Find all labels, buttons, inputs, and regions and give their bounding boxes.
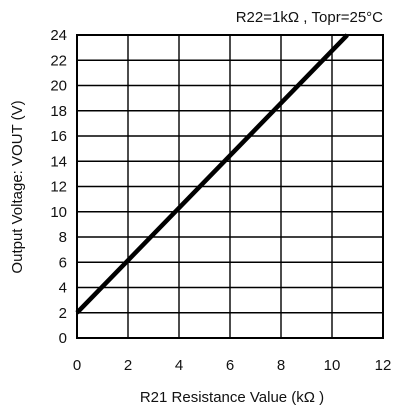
x-tick-label: 0 xyxy=(73,357,81,374)
plot-frame xyxy=(76,34,384,339)
series-layer xyxy=(75,33,349,315)
y-tick-label: 0 xyxy=(59,330,67,347)
y-tick-label: 6 xyxy=(59,254,67,271)
x-tick-label: 10 xyxy=(324,357,341,374)
x-tick-label: 2 xyxy=(124,357,132,374)
y-tick-label: 16 xyxy=(50,128,67,145)
y-tick-label: 20 xyxy=(50,78,67,95)
series-line xyxy=(75,33,349,315)
y-tick-label: 8 xyxy=(59,229,67,246)
x-tick-label: 4 xyxy=(175,357,183,374)
grid xyxy=(76,34,384,339)
y-axis-label: Output Voltage: VOUT (V) xyxy=(9,100,26,273)
y-tick-label: 4 xyxy=(59,280,67,297)
x-tick-label: 6 xyxy=(226,357,234,374)
x-axis-label: R21 Resistance Value (kΩ ) xyxy=(140,389,324,406)
y-tick-label: 14 xyxy=(50,153,67,170)
x-tick-labels: 0 2 4 6 8 10 12 xyxy=(73,357,392,374)
y-tick-label: 24 xyxy=(50,27,67,44)
y-tick-label: 22 xyxy=(50,52,67,69)
y-tick-label: 10 xyxy=(50,204,67,221)
x-tick-label: 12 xyxy=(375,357,392,374)
condition-annotation: R22=1kΩ , Topr=25°C xyxy=(236,9,383,26)
y-tick-label: 18 xyxy=(50,103,67,120)
y-tick-label: 12 xyxy=(50,179,67,196)
x-tick-label: 8 xyxy=(277,357,285,374)
y-tick-label: 2 xyxy=(59,305,67,322)
